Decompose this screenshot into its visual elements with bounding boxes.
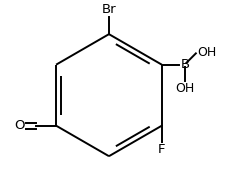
- Text: F: F: [157, 143, 165, 156]
- Text: Br: Br: [101, 3, 116, 16]
- Text: OH: OH: [196, 46, 215, 59]
- Text: OH: OH: [174, 82, 193, 95]
- Text: O: O: [14, 119, 24, 132]
- Text: B: B: [179, 58, 189, 71]
